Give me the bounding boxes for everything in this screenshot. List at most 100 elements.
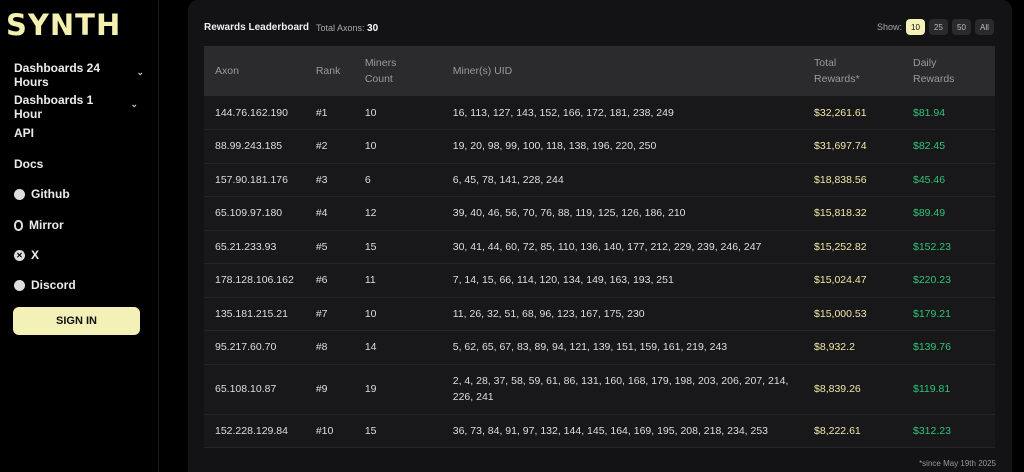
cell-axon: 88.99.243.185: [204, 129, 305, 164]
cell-tot: $15,252.82: [803, 230, 902, 264]
nav-item-label: Mirror: [29, 218, 64, 232]
sidebar: SYNTH Dashboards 24 Hours ⌄ Dashboards 1 H…: [0, 0, 159, 472]
table-row[interactable]: 157.90.181.176 #3 6 6, 45, 78, 141, 228, 24…: [204, 163, 995, 197]
discord-icon: [14, 279, 25, 291]
cell-axon: 65.109.97.180: [204, 196, 305, 231]
cell-day: $312.23: [901, 414, 995, 448]
cell-tot: $8,222.61: [803, 414, 902, 448]
cell-count: 12: [353, 196, 442, 231]
cell-uids: 2, 4, 28, 37, 58, 59, 61, 86, 131, 160, …: [441, 364, 804, 415]
cell-day: $45.46: [901, 163, 995, 197]
nav-item-docs[interactable]: Docs: [14, 157, 144, 171]
cell-tot: $31,697.74: [803, 129, 902, 164]
cell-axon: 95.217.60.70: [204, 330, 305, 365]
nav-item-label: Github: [31, 187, 70, 201]
cell-uids: 30, 41, 44, 60, 72, 85, 110, 136, 140, 1…: [441, 230, 804, 264]
footnote: *since May 19th 2025: [919, 459, 996, 468]
nav-item-api[interactable]: API: [14, 126, 144, 140]
sign-in-button[interactable]: SIGN IN: [13, 307, 140, 335]
cell-axon: 157.90.181.176: [204, 163, 305, 197]
cell-day: $82.45: [901, 129, 995, 164]
nav-item-mirror[interactable]: Mirror: [14, 218, 144, 232]
synth-logo[interactable]: SYNTH: [6, 8, 122, 42]
table-row[interactable]: 178.128.106.162 #6 11 7, 14, 15, 66, 114, 1…: [204, 263, 995, 298]
cell-day: $89.49: [901, 196, 995, 231]
cell-rank: #9: [304, 364, 354, 415]
cell-rank: #4: [304, 196, 354, 231]
cell-tot: $8,932.2: [803, 330, 902, 365]
cell-axon: 178.128.106.162: [204, 263, 305, 298]
column-header-daily-rewards[interactable]: Daily Rewards: [901, 46, 995, 96]
cell-tot: $15,024.47: [803, 263, 902, 298]
cell-day: $220.23: [901, 263, 995, 298]
nav-item-label: Docs: [14, 157, 44, 171]
cell-rank: #7: [304, 297, 354, 331]
cell-uids: 6, 45, 78, 141, 228, 244: [441, 163, 804, 197]
nav-item-x[interactable]: ✕ X: [14, 248, 144, 262]
nav-item-label: Discord: [31, 278, 76, 292]
cell-rank: #3: [304, 163, 354, 197]
x-icon: ✕: [14, 249, 25, 261]
nav-item-discord[interactable]: Discord: [14, 278, 144, 292]
cell-count: 14: [353, 330, 442, 365]
cell-day: $139.76: [901, 330, 995, 365]
column-header-total-rewards[interactable]: Total Rewards*: [803, 46, 902, 96]
cell-count: 10: [353, 297, 442, 331]
cell-count: 19: [353, 364, 442, 415]
cell-axon: 144.76.162.190: [204, 96, 305, 130]
cell-uids: 36, 73, 84, 91, 97, 132, 144, 145, 164, …: [441, 414, 804, 448]
column-header-rank[interactable]: Rank: [304, 46, 354, 96]
cell-rank: #5: [304, 230, 354, 264]
cell-tot: $15,000.53: [803, 297, 902, 331]
table-row[interactable]: 95.217.60.70 #8 14 5, 62, 65, 67, 83, 89, 9…: [204, 330, 995, 365]
show-50-button[interactable]: 50: [952, 19, 971, 35]
cell-uids: 16, 113, 127, 143, 152, 166, 172, 181, 2…: [441, 96, 804, 130]
table-row[interactable]: 88.99.243.185 #2 10 19, 20, 98, 99, 100, 11…: [204, 129, 995, 164]
nav-item-dashboards-1-hour[interactable]: Dashboards 1 Hour ⌄: [14, 93, 138, 121]
cell-tot: $8,839.26: [803, 364, 902, 415]
table-row[interactable]: 65.108.10.87 #9 19 2, 4, 28, 37, 58, 59, 61…: [204, 364, 995, 415]
nav-item-github[interactable]: Github: [14, 187, 144, 201]
column-header-miner-s-uid[interactable]: Miner(s) UID: [441, 46, 804, 96]
cell-count: 15: [353, 230, 442, 264]
github-icon: [14, 188, 25, 200]
cell-uids: 5, 62, 65, 67, 83, 89, 94, 121, 139, 151…: [441, 330, 804, 365]
show-25-button[interactable]: 25: [929, 19, 948, 35]
cell-count: 15: [353, 414, 442, 448]
cell-uids: 19, 20, 98, 99, 100, 118, 138, 196, 220,…: [441, 129, 804, 164]
cell-axon: 65.108.10.87: [204, 364, 305, 415]
column-header-label: Total Rewards*: [814, 57, 860, 85]
column-header-label: Daily Rewards: [912, 57, 955, 85]
cell-rank: #8: [304, 330, 354, 365]
cell-tot: $18,838.56: [803, 163, 902, 197]
show-all-button[interactable]: All: [975, 19, 994, 35]
leaderboard-card: Rewards Leaderboard Total Axons: 30 Show…: [188, 0, 1012, 472]
cell-count: 6: [353, 163, 442, 197]
table-row[interactable]: 135.181.215.21 #7 10 11, 26, 32, 51, 68, 96…: [204, 297, 995, 331]
cell-axon: 135.181.215.21: [204, 297, 305, 331]
show-label: Show:: [876, 22, 902, 32]
nav-item-label: X: [31, 248, 40, 262]
cell-uids: 7, 14, 15, 66, 114, 120, 134, 149, 163, …: [441, 263, 804, 298]
nav-item-dashboards-24-hours[interactable]: Dashboards 24 Hours ⌄: [14, 61, 144, 89]
show-10-button[interactable]: 10: [906, 19, 925, 35]
table-row[interactable]: 144.76.162.190 #1 10 16, 113, 127, 143, 152…: [204, 96, 995, 130]
table-row[interactable]: 65.21.233.93 #5 15 30, 41, 44, 60, 72, 85, …: [204, 230, 995, 264]
nav-item-label: Dashboards 24 Hours: [14, 61, 101, 89]
cell-axon: 65.21.233.93: [204, 230, 305, 264]
cell-count: 10: [353, 129, 442, 164]
cell-count: 11: [353, 263, 442, 298]
cell-rank: #2: [304, 129, 354, 164]
page-size-selector: Show: 10 25 50 All: [877, 19, 994, 35]
column-header-miners-count[interactable]: Miners Count: [353, 46, 442, 96]
cell-count: 10: [353, 96, 442, 130]
leaderboard-table: Axon Rank Miners Count Miner(s) UID Total Re…: [204, 46, 995, 448]
cell-rank: #6: [304, 263, 354, 298]
table-row[interactable]: 65.109.97.180 #4 12 39, 40, 46, 56, 70, 76,…: [204, 196, 995, 231]
column-header-axon[interactable]: Axon: [204, 46, 305, 96]
cell-uids: 11, 26, 32, 51, 68, 96, 123, 167, 175, 2…: [441, 297, 804, 331]
cell-tot: $15,818.32: [803, 196, 902, 231]
cell-day: $119.81: [901, 364, 995, 415]
total-axons: Total Axons: 30: [316, 23, 378, 34]
table-row[interactable]: 152.228.129.84 #10 15 36, 73, 84, 91, 97, 1…: [204, 414, 995, 448]
